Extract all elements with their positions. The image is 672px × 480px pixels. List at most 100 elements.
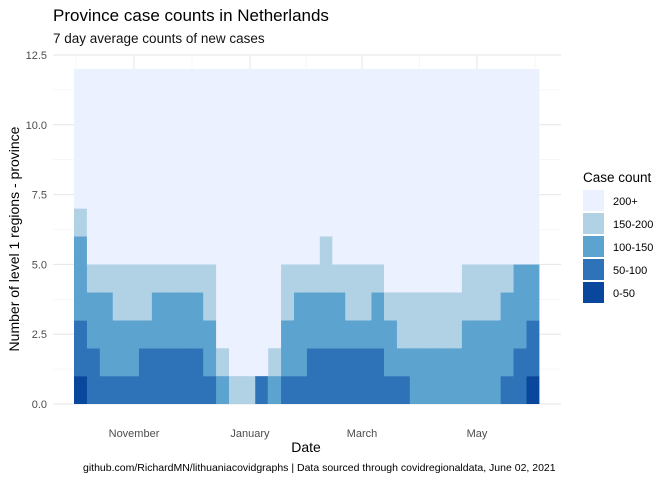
area-segment bbox=[500, 376, 514, 404]
series-50-100 bbox=[74, 320, 540, 404]
area-segment bbox=[448, 348, 462, 404]
area-segment bbox=[241, 376, 256, 404]
area-segment bbox=[384, 68, 398, 293]
area-segment bbox=[254, 68, 269, 377]
area-segment bbox=[306, 348, 320, 404]
area-segment bbox=[216, 68, 230, 349]
area-segment bbox=[358, 264, 372, 321]
area-segment bbox=[164, 68, 178, 265]
area-segment bbox=[99, 68, 114, 265]
area-segment bbox=[513, 264, 527, 349]
area-segment bbox=[203, 68, 217, 265]
area-segment bbox=[474, 264, 488, 321]
legend-label: 200+ bbox=[613, 196, 638, 208]
y-tick-label: 0.0 bbox=[32, 399, 47, 411]
area-segment bbox=[151, 348, 165, 404]
legend-label: 150-200 bbox=[613, 219, 653, 231]
area-segment bbox=[74, 320, 88, 377]
area-segment bbox=[190, 348, 204, 404]
area-segment bbox=[422, 348, 437, 404]
area-segment bbox=[319, 292, 333, 349]
area-segment bbox=[435, 292, 449, 349]
area-segment bbox=[177, 348, 191, 404]
x-tick-label: May bbox=[467, 428, 488, 440]
y-axis-ticks: 0.0 2.5 5.0 7.5 10.0 12.5 bbox=[26, 50, 47, 411]
area-segment bbox=[293, 376, 307, 404]
area-segment bbox=[293, 264, 307, 293]
legend-swatch bbox=[583, 213, 604, 234]
area-segment bbox=[306, 292, 320, 349]
area-segment bbox=[487, 264, 501, 321]
area-segment bbox=[112, 376, 127, 404]
area-segment bbox=[86, 264, 101, 293]
area-segment bbox=[526, 264, 540, 321]
area-segment bbox=[500, 68, 514, 265]
area-segment bbox=[190, 292, 204, 349]
area-segment bbox=[332, 292, 346, 349]
area-segment bbox=[164, 292, 178, 349]
area-segment bbox=[461, 264, 475, 321]
area-segment bbox=[125, 320, 139, 377]
area-segment bbox=[267, 376, 282, 404]
series-200+ bbox=[74, 68, 540, 377]
area-segment bbox=[526, 320, 540, 377]
area-segment bbox=[112, 264, 127, 321]
area-segment bbox=[125, 264, 139, 321]
legend-label: 50-100 bbox=[613, 265, 647, 277]
area-segment bbox=[99, 264, 114, 293]
area-segment bbox=[74, 68, 88, 209]
area-segment bbox=[267, 68, 282, 349]
x-axis-ticks: November January March May bbox=[109, 428, 488, 440]
area-segment bbox=[409, 292, 424, 349]
area-segment bbox=[203, 376, 217, 404]
area-segment bbox=[371, 292, 385, 349]
area-segment bbox=[409, 348, 424, 404]
chart-title: Province case counts in Netherlands bbox=[53, 6, 329, 25]
area-segment bbox=[112, 68, 127, 265]
area-segment bbox=[241, 68, 256, 377]
y-tick-label: 10.0 bbox=[26, 120, 47, 132]
area-segment bbox=[513, 348, 527, 404]
area-segment bbox=[448, 68, 462, 293]
y-tick-label: 12.5 bbox=[26, 50, 47, 62]
x-tick-label: March bbox=[347, 428, 378, 440]
area-segment bbox=[332, 348, 346, 404]
area-segment bbox=[74, 236, 88, 321]
area-segment bbox=[396, 348, 411, 377]
legend-swatch bbox=[583, 190, 604, 211]
area-segment bbox=[474, 320, 488, 404]
area-segment bbox=[280, 320, 294, 377]
area-segment bbox=[74, 208, 88, 237]
x-tick-label: November bbox=[109, 428, 160, 440]
area-segment bbox=[99, 292, 114, 377]
area-segment bbox=[151, 264, 165, 293]
area-segment bbox=[345, 68, 359, 265]
area-segment bbox=[164, 348, 178, 404]
y-tick-label: 7.5 bbox=[32, 190, 47, 202]
area-segment bbox=[435, 348, 449, 404]
area-segment bbox=[319, 236, 333, 293]
area-segment bbox=[500, 264, 514, 293]
area-segment bbox=[177, 292, 191, 349]
series-100-150 bbox=[74, 236, 540, 404]
area-segment bbox=[500, 292, 514, 377]
area-segment bbox=[396, 68, 411, 293]
area-segment bbox=[526, 68, 540, 265]
area-segment bbox=[345, 348, 359, 404]
area-segment bbox=[422, 292, 437, 349]
area-segment bbox=[177, 68, 191, 265]
legend-label: 0-50 bbox=[613, 288, 635, 300]
area-segment bbox=[371, 348, 385, 404]
area-segment bbox=[332, 264, 346, 293]
area-segment bbox=[267, 348, 282, 377]
area-segment bbox=[435, 68, 449, 293]
area-segment bbox=[125, 68, 139, 265]
area-segment bbox=[229, 376, 243, 404]
area-segment bbox=[371, 264, 385, 293]
area-segment bbox=[293, 68, 307, 265]
area-segment bbox=[384, 320, 398, 377]
area-segment bbox=[396, 292, 411, 349]
area-segment bbox=[358, 348, 372, 404]
legend-swatch bbox=[583, 282, 604, 303]
chart-subtitle: 7 day average counts of new cases bbox=[53, 31, 265, 46]
